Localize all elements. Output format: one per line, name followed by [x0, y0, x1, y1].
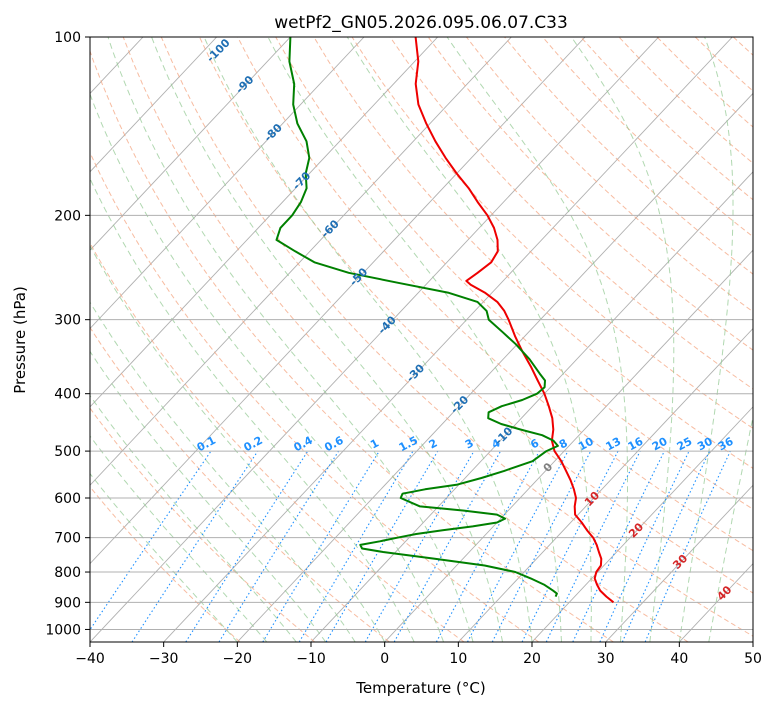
- dewpoint-profile: [275, 37, 559, 597]
- x-tick-label: 10: [449, 651, 467, 667]
- isotherm-line: [458, 327, 753, 642]
- x-tick-label: 20: [523, 651, 541, 667]
- mixing-ratio-label: 25: [675, 435, 695, 454]
- isotherm-line: [90, 37, 512, 486]
- isotherm-line: [90, 37, 439, 408]
- y-tick-label: 700: [54, 531, 81, 547]
- mixing-ratio-line: [262, 450, 380, 642]
- moist-adiabat-line: [151, 37, 503, 642]
- x-tick-label: 40: [670, 651, 688, 667]
- mixing-ratio-line: [644, 450, 731, 642]
- dry-adiabat-line: [199, 37, 753, 594]
- moist-adiabat-line: [678, 37, 734, 642]
- moist-adiabat-line: [90, 301, 356, 642]
- dry-adiabat-line: [313, 37, 753, 469]
- dry-adiabat-line: [90, 242, 465, 642]
- x-tick-label: −20: [223, 651, 253, 667]
- x-tick-label: −30: [149, 651, 179, 667]
- x-tick-label: 0: [380, 651, 389, 667]
- isotherm-line: [531, 406, 753, 642]
- y-tick-label: 100: [54, 30, 81, 46]
- moist-adiabat-line: [90, 92, 445, 642]
- moist-adiabat-line: [90, 244, 386, 642]
- isotherm-line: [90, 37, 365, 330]
- dry-adiabat-line: [351, 37, 753, 429]
- chart-title: wetPf2_GN05.2026.095.06.07.C33: [274, 13, 568, 33]
- x-tick-label: −10: [296, 651, 326, 667]
- moist-adiabat-line: [90, 394, 297, 642]
- x-axis-label: Temperature (°C): [355, 679, 485, 697]
- mixing-ratio-line: [521, 450, 619, 642]
- temperature-profile: [414, 37, 615, 604]
- y-tick-label: 200: [54, 208, 81, 224]
- y-tick-label: 600: [54, 491, 81, 507]
- mixing-ratio-label: 20: [650, 435, 670, 454]
- dry-adiabat-line: [237, 37, 753, 552]
- x-tick-label: −40: [75, 651, 105, 667]
- isotherm-line: [605, 484, 753, 642]
- mixing-ratio-label: 10: [576, 435, 596, 454]
- dry-adiabat-line: [427, 37, 753, 351]
- x-tick-label: 50: [744, 651, 762, 667]
- isotherm-line: [90, 37, 291, 251]
- mixing-ratio-line: [393, 450, 502, 642]
- y-tick-label: 400: [54, 387, 81, 403]
- plot-frame: [89, 36, 754, 643]
- mixing-ratio-line: [185, 450, 309, 642]
- isotherm-line: [384, 249, 753, 642]
- mixing-ratio-label: 30: [695, 435, 715, 454]
- isotherm-line: [90, 37, 218, 173]
- mixing-ratio-line: [90, 450, 212, 631]
- mixing-ratio-line: [621, 450, 711, 642]
- dry-adiabat-line: [90, 326, 390, 642]
- isotherm-line: [90, 37, 660, 642]
- isotherm-line: [310, 171, 753, 642]
- pressure-gridlines: [90, 37, 753, 630]
- moist-adiabat-line: [570, 37, 675, 642]
- background-lines: [90, 37, 753, 642]
- y-tick-label: 500: [54, 444, 81, 460]
- mixing-ratio-line: [131, 450, 259, 642]
- moist-adiabat-line: [446, 37, 628, 642]
- moist-adiabat-line: [708, 414, 753, 642]
- moist-adiabat-line: [90, 435, 268, 642]
- dry-adiabat-line: [160, 37, 753, 637]
- dry-adiabat-line: [90, 151, 540, 642]
- y-tick-label: 900: [54, 595, 81, 611]
- profile-lines: [275, 37, 615, 604]
- y-tick-label: 800: [54, 565, 81, 581]
- isotherm-line: [90, 37, 586, 565]
- mixing-ratio-label: 13: [604, 435, 624, 454]
- moist-adiabat-line: [90, 350, 327, 642]
- moist-adiabat-line: [203, 37, 533, 642]
- isotherm-line: [163, 37, 733, 642]
- y-tick-label: 1000: [45, 622, 81, 638]
- mixing-ratio-line: [545, 450, 641, 642]
- moist-adiabat-line: [107, 37, 474, 642]
- y-tick-label: 300: [54, 313, 81, 329]
- y-axis-label: Pressure (hPa): [11, 286, 29, 394]
- dry-adiabat-line: [90, 49, 614, 642]
- dry-adiabat-line: [90, 407, 316, 642]
- mixing-ratio-label: 36: [716, 435, 736, 454]
- dry-adiabat-line: [122, 37, 689, 642]
- moist-adiabat-line: [267, 37, 562, 642]
- moist-adiabat-line: [90, 177, 415, 642]
- y-axis: 100 200 300 400 500 600 700 800 900 1000: [45, 30, 90, 638]
- mixing-ratio-label: 16: [626, 435, 646, 454]
- isotherm-line: [237, 92, 753, 642]
- x-axis: −40 −30 −20 −10 0 10 20 30 40 50: [75, 642, 762, 667]
- x-tick-label: 30: [597, 651, 615, 667]
- moist-adiabat-line: [346, 37, 592, 642]
